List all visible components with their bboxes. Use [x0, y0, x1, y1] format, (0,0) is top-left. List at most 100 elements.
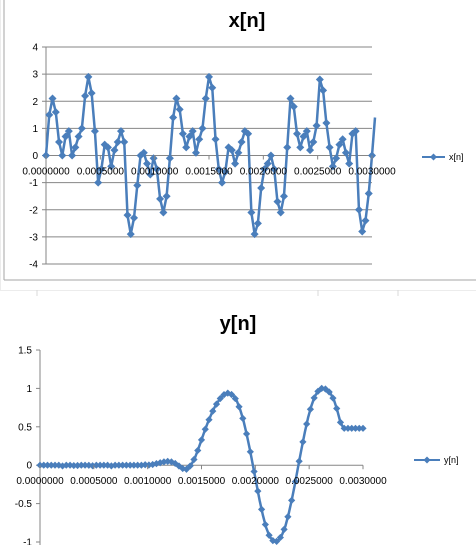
y-tick-label: 0 — [26, 461, 32, 472]
data-point — [130, 213, 139, 222]
data-point — [208, 83, 217, 92]
data-point — [270, 165, 279, 174]
data-point — [358, 227, 367, 236]
data-point — [51, 461, 59, 469]
data-point — [100, 461, 108, 469]
data-point — [322, 118, 331, 127]
data-point — [152, 165, 161, 174]
data-point — [261, 520, 269, 529]
x-tick-label: 0.0005000 — [77, 167, 125, 178]
data-point — [51, 108, 60, 117]
data-point — [103, 143, 112, 152]
data-point — [296, 143, 305, 152]
x-tick-label: 0.0030000 — [339, 476, 387, 487]
data-point — [45, 110, 54, 119]
series-line-tail — [370, 117, 377, 156]
chart-title: y[n] — [220, 313, 257, 335]
data-point — [123, 211, 132, 220]
y-tick-label: -4 — [29, 260, 38, 271]
y-tick-label: 1 — [32, 124, 38, 135]
data-point — [190, 455, 198, 464]
data-point — [242, 430, 251, 438]
legend: y[n] — [414, 455, 459, 465]
data-point — [172, 94, 181, 103]
data-point — [244, 129, 253, 138]
data-point — [269, 537, 277, 545]
data-point — [201, 425, 209, 433]
y-tick-label: -0.5 — [15, 499, 33, 510]
data-point — [319, 86, 328, 95]
x-tick-label: 0.0000000 — [16, 476, 64, 487]
data-point — [178, 129, 187, 138]
y-tick-label: 3 — [32, 70, 38, 81]
data-point — [211, 135, 220, 144]
data-point — [119, 461, 127, 469]
data-point — [328, 162, 337, 171]
data-point — [253, 219, 262, 228]
data-point — [74, 132, 83, 141]
data-point — [276, 208, 285, 217]
data-point — [309, 137, 318, 146]
x-tick-label: 0.0025000 — [286, 476, 334, 487]
data-point — [146, 170, 155, 179]
y-tick-label: 1.5 — [18, 346, 32, 357]
data-point — [175, 105, 184, 114]
data-point — [97, 165, 106, 174]
data-point — [257, 184, 266, 193]
data-point — [234, 148, 243, 157]
data-point — [250, 467, 258, 476]
data-point — [47, 461, 55, 469]
data-point — [321, 385, 330, 393]
y-tick-label: -2 — [29, 205, 38, 216]
data-point — [227, 146, 236, 155]
data-point — [340, 424, 348, 432]
y-tick-label: 0 — [32, 151, 38, 162]
data-point — [84, 72, 93, 81]
data-point — [359, 424, 367, 432]
data-point — [306, 146, 315, 155]
y-tick-label: 0.5 — [18, 422, 32, 433]
data-point — [351, 424, 360, 432]
legend: x[n] — [422, 152, 464, 162]
data-point — [306, 405, 315, 413]
data-point — [265, 531, 273, 539]
data-point — [90, 127, 99, 136]
data-point — [55, 137, 64, 146]
data-point — [289, 102, 298, 111]
data-point — [333, 404, 341, 413]
data-point — [40, 461, 48, 469]
data-point — [260, 165, 269, 174]
data-point — [48, 94, 57, 103]
data-point — [68, 151, 77, 160]
data-point — [191, 148, 200, 157]
data-point — [345, 159, 354, 168]
data-point — [246, 448, 254, 456]
y-tick-label: 2 — [32, 97, 38, 108]
data-point — [239, 414, 247, 423]
axes — [39, 350, 363, 545]
data-point — [156, 194, 165, 203]
data-point — [341, 148, 350, 157]
data-point — [335, 140, 344, 149]
data-point — [312, 121, 321, 130]
y-tick-label: 1 — [26, 384, 32, 395]
x-tick-label: 0.0015000 — [178, 476, 226, 487]
legend-label: x[n] — [449, 152, 464, 162]
data-point — [288, 496, 296, 504]
data-point — [139, 148, 148, 157]
data-point — [116, 127, 125, 136]
chart-y-n: y[n] 1.510.50-0.5-1 0.0000000 0.0005000 0.… — [0, 290, 476, 545]
data-point — [164, 457, 172, 465]
data-point — [221, 167, 230, 176]
data-point — [273, 537, 281, 545]
data-point — [162, 192, 171, 201]
data-point — [354, 205, 363, 214]
data-point — [293, 129, 302, 138]
data-point — [214, 165, 223, 174]
data-point — [149, 154, 158, 163]
data-point — [218, 178, 227, 187]
data-point — [329, 394, 337, 402]
data-point — [194, 446, 202, 455]
x-tick-label: 0.0010000 — [124, 476, 172, 487]
legend-marker — [430, 153, 437, 161]
